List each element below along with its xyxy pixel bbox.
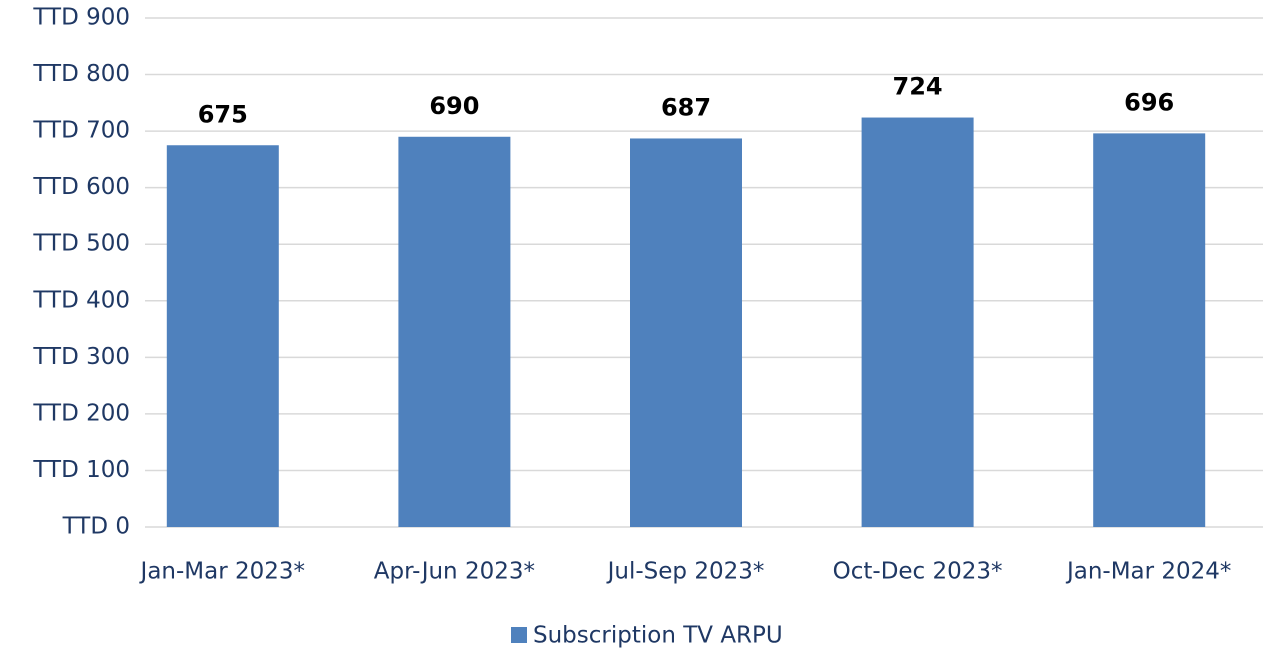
bar [1093, 133, 1206, 527]
bar [166, 145, 279, 527]
legend-label: Subscription TV ARPU [533, 623, 783, 649]
data-label: 675 [198, 100, 248, 128]
y-tick-label: TTD 600 [32, 174, 130, 200]
y-tick-label: TTD 100 [32, 457, 130, 483]
y-tick-label: TTD 700 [32, 118, 130, 144]
x-tick-label: Apr-Jun 2023* [374, 559, 535, 585]
y-tick-label: TTD 800 [32, 61, 130, 87]
x-tick-label: Jan-Mar 2023* [139, 559, 306, 585]
y-tick-label: TTD 900 [32, 5, 130, 31]
data-label: 690 [429, 92, 479, 120]
bar [630, 138, 742, 528]
data-label: 724 [893, 73, 943, 101]
y-tick-label: TTD 500 [32, 231, 130, 257]
data-label: 687 [661, 93, 711, 121]
y-tick-label: TTD 200 [32, 400, 130, 426]
y-tick-label: TTD 300 [32, 344, 130, 370]
x-tick-label: Jan-Mar 2024* [1065, 559, 1232, 585]
y-tick-label: TTD 400 [32, 287, 130, 313]
x-tick-label: Jul-Sep 2023* [606, 559, 765, 585]
bar [861, 117, 974, 527]
bar [398, 136, 511, 527]
legend-swatch [511, 627, 527, 643]
x-tick-label: Oct-Dec 2023* [833, 559, 1003, 585]
y-tick-label: TTD 0 [62, 514, 130, 540]
data-label: 696 [1124, 88, 1174, 116]
